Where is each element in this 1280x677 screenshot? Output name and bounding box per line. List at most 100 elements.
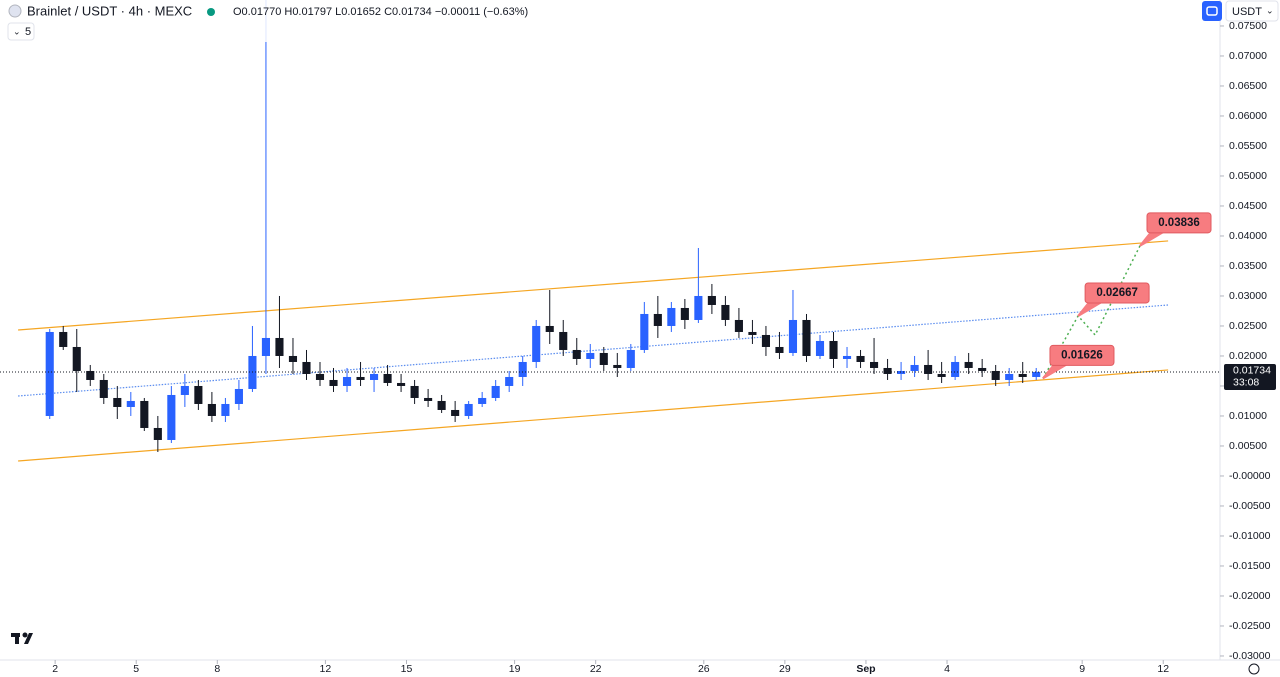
candle-body — [248, 355, 257, 389]
annotation-label: 0.01626 — [1061, 349, 1103, 361]
y-tick-label: -0.00500 — [1229, 500, 1271, 512]
x-tick-label: 15 — [401, 663, 413, 675]
x-tick-label: 29 — [779, 663, 791, 675]
candle-body — [207, 403, 216, 416]
candle-body — [329, 379, 338, 386]
x-tick-label: 8 — [214, 663, 220, 675]
candle-body — [802, 319, 811, 356]
candle-body — [815, 340, 825, 356]
annotation-label: 0.03836 — [1158, 217, 1200, 229]
candle-body — [59, 331, 68, 347]
indicator-count: 5 — [25, 26, 31, 38]
x-tick-label: 12 — [1157, 663, 1169, 675]
symbol-title: Brainlet / USDT · 4h · MEXC — [27, 3, 192, 18]
candle-body — [775, 346, 784, 353]
settings-button[interactable] — [1248, 663, 1260, 675]
candle-body — [761, 334, 770, 347]
x-tick-label: 26 — [698, 663, 710, 675]
candle-body — [302, 361, 311, 374]
candle-body — [1032, 371, 1041, 377]
y-tick-label: -0.01500 — [1229, 560, 1271, 572]
y-tick-label: 0.05000 — [1229, 170, 1267, 182]
y-tick-label: 0.06000 — [1229, 110, 1267, 122]
candle-body — [505, 376, 514, 386]
x-tick-label: 9 — [1079, 663, 1085, 675]
y-tick-label: 0.04000 — [1229, 230, 1267, 242]
candle-body — [680, 307, 689, 320]
candle-body — [356, 376, 365, 380]
candle-body — [910, 364, 919, 371]
candle-body — [870, 361, 879, 368]
x-tick-label: 5 — [133, 663, 139, 675]
candle-body — [586, 352, 595, 359]
candle-body — [991, 370, 1000, 380]
candle-body — [315, 373, 325, 380]
candle-body — [99, 379, 108, 398]
candle-body — [410, 385, 419, 398]
currency-button[interactable] — [1225, 0, 1279, 22]
tv-logo — [11, 632, 33, 644]
candle-body — [599, 352, 608, 365]
y-tick-label: 0.02000 — [1229, 350, 1267, 362]
y-tick-label: 0.02500 — [1229, 320, 1267, 332]
candle-body — [72, 346, 81, 371]
candle-body — [694, 295, 703, 320]
annotation-box — [1049, 344, 1115, 366]
candle-body — [180, 385, 189, 395]
compare-button[interactable] — [1202, 1, 1222, 21]
y-tick-label: 0.01000 — [1229, 410, 1267, 422]
candle-body — [734, 319, 743, 332]
candle-body — [613, 364, 622, 368]
symbol-icon — [8, 4, 22, 18]
candle-body — [167, 394, 176, 440]
last-price-box — [1224, 363, 1276, 390]
candle-body — [788, 319, 798, 353]
y-tick-label: -0.02000 — [1229, 590, 1271, 602]
chevron: ⌄ — [13, 26, 21, 36]
countdown: 33:08 — [1233, 377, 1259, 389]
channel-line — [18, 304, 1169, 397]
y-tick-label: -0.01000 — [1229, 530, 1271, 542]
candle-body — [924, 364, 933, 374]
x-tick-label: 2 — [52, 663, 58, 675]
candle-body — [721, 304, 730, 320]
candle-body — [478, 397, 487, 404]
y-tick-label: 0.06500 — [1229, 80, 1267, 92]
candle-body — [383, 373, 392, 383]
candle-body — [424, 397, 433, 401]
x-tick-label: Sep — [856, 663, 875, 675]
candle-body — [532, 325, 541, 362]
ohlc-values: O0.01770 H0.01797 L0.01652 C0.01734 −0.0… — [233, 6, 528, 18]
x-tick-label: 4 — [944, 663, 950, 675]
indicator-toggle[interactable] — [7, 22, 35, 41]
candle-body — [45, 331, 54, 416]
candle-body — [707, 295, 716, 305]
y-tick-label: -0.03000 — [1229, 650, 1271, 662]
compare-icon — [1206, 6, 1218, 16]
candle-body — [572, 349, 581, 359]
candle-body — [667, 307, 676, 326]
candle-body — [1018, 373, 1027, 377]
candle-body — [883, 367, 892, 374]
candle-body — [234, 388, 243, 404]
x-tick-label: 22 — [590, 663, 602, 675]
candle-body — [342, 376, 352, 386]
y-tick-label: 0.07000 — [1229, 50, 1267, 62]
currency: USDT — [1232, 6, 1262, 18]
x-tick-label: 19 — [509, 663, 521, 675]
candle-body — [626, 349, 635, 368]
candle-body — [491, 385, 500, 398]
candle-body — [559, 331, 568, 350]
annotation-label: 0.02667 — [1096, 287, 1138, 299]
candle-body — [842, 355, 852, 359]
candle-body — [518, 361, 527, 377]
channel-line — [18, 369, 1169, 462]
y-tick-label: 0.04500 — [1229, 200, 1267, 212]
candle-body — [275, 337, 284, 356]
y-tick-label: 0.03000 — [1229, 290, 1267, 302]
candle-body — [397, 382, 406, 386]
chevron: ⌄ — [1266, 5, 1274, 15]
candle-body — [545, 325, 554, 332]
annotation-box — [1084, 282, 1150, 304]
